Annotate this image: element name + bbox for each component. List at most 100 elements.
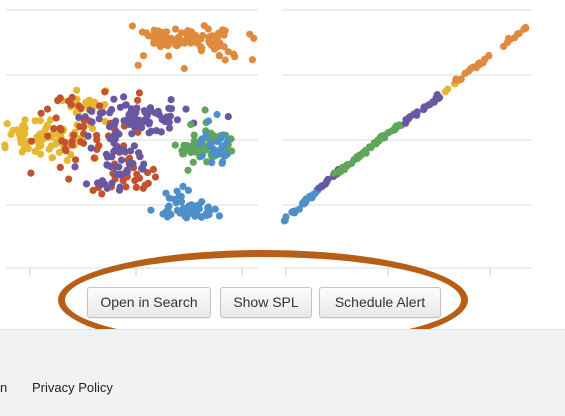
scatter-point-yellow — [36, 150, 45, 158]
diagonal-point — [367, 144, 375, 152]
scatter-point-purple — [110, 139, 118, 147]
scatter-point-purple — [108, 179, 116, 187]
scatter-point-red — [93, 145, 101, 153]
scatter-point-green — [187, 120, 195, 129]
scatter-point-purple — [82, 180, 91, 188]
scatter-point-green — [198, 147, 206, 155]
diagonal-point — [505, 36, 513, 44]
scatter-point-red — [27, 169, 35, 177]
scatter-point-orange — [156, 43, 165, 51]
scatter-point-purple — [102, 150, 110, 158]
footer-link-partial[interactable]: n — [0, 380, 8, 395]
scatter-point-blue — [196, 140, 204, 148]
scatter-point-purple — [84, 132, 92, 140]
scatter-point-yellow — [17, 139, 25, 147]
scatter-point-orange — [205, 33, 213, 41]
diagonal-point — [377, 135, 385, 143]
scatter-point-green — [183, 141, 191, 150]
scatter-point-purple — [135, 149, 143, 157]
diagonal-point — [395, 121, 403, 129]
scatter-point-purple — [152, 127, 160, 135]
scatter-point-purple — [165, 124, 174, 132]
show-spl-button[interactable]: Show SPL — [220, 287, 312, 318]
scatter-point-purple — [71, 163, 79, 171]
scatter-point-red — [134, 96, 142, 104]
scatter-point-purple — [88, 118, 96, 126]
scatter-point-purple — [107, 163, 115, 171]
scatter-point-red — [68, 93, 76, 101]
scatter-point-orange — [221, 27, 229, 35]
scatter-point-orange — [139, 52, 148, 60]
scatter-point-blue — [217, 135, 225, 143]
scatter-point-purple — [138, 164, 146, 173]
scatter-point-blue — [204, 117, 213, 125]
scatter-point-yellow — [1, 144, 9, 152]
diagonal-point — [476, 60, 484, 68]
scatter-plots — [1, 9, 532, 276]
scatter-point-red — [57, 126, 65, 134]
scatter-point-purple — [96, 109, 104, 117]
scatter-point-purple — [110, 95, 118, 103]
scatter-point-orange — [165, 52, 173, 60]
diagonal-point — [513, 30, 522, 38]
scatter-point-purple — [125, 160, 133, 168]
scatter-point-orange — [206, 39, 214, 47]
scatter-point-purple — [106, 134, 114, 142]
scatter-point-blue — [147, 206, 155, 214]
scatter-point-red — [122, 183, 130, 191]
scatter-point-red — [43, 105, 52, 113]
diagonal-point — [291, 207, 299, 215]
scatter-point-orange — [229, 50, 238, 58]
page-footer: n Privacy Policy — [0, 329, 565, 416]
scatter-point-purple — [87, 144, 95, 152]
scatter-point-red — [28, 137, 36, 145]
scatter-point-red — [149, 165, 157, 173]
scatter-point-blue — [202, 209, 210, 218]
scatter-point-blue — [173, 206, 181, 214]
privacy-policy-link[interactable]: Privacy Policy — [32, 380, 113, 395]
scatter-point-purple — [115, 163, 123, 171]
scatter-point-purple — [111, 146, 119, 154]
scatter-point-purple — [112, 117, 120, 125]
scatter-point-blue — [211, 205, 219, 213]
scatter-point-yellow — [63, 156, 71, 165]
open-in-search-button[interactable]: Open in Search — [87, 287, 211, 318]
scatter-point-yellow — [3, 120, 11, 128]
diagonal-point — [323, 177, 331, 186]
scatter-point-purple — [182, 105, 190, 113]
scatter-point-blue — [164, 203, 172, 211]
scatter-point-yellow — [73, 86, 81, 94]
scatter-point-blue — [198, 198, 206, 206]
scatter-point-green — [189, 158, 197, 166]
scatter-point-yellow — [35, 139, 43, 147]
scatter-point-purple — [165, 118, 173, 126]
scatter-point-purple — [75, 113, 83, 122]
scatter-point-yellow — [46, 116, 55, 124]
scatter-point-blue — [198, 152, 206, 160]
scatter-point-yellow — [31, 117, 39, 125]
scatter-point-orange — [171, 41, 179, 49]
scatter-point-orange — [214, 43, 222, 51]
scatter-point-orange — [248, 56, 256, 64]
scatter-point-purple — [146, 104, 154, 112]
scatter-point-purple — [125, 120, 133, 128]
diagonal-point — [343, 160, 351, 169]
scatter-point-blue — [208, 144, 216, 152]
scatter-point-purple — [127, 147, 135, 155]
scatter-point-yellow — [43, 121, 51, 129]
scatter-point-red — [93, 136, 101, 144]
scatter-point-blue — [218, 145, 226, 153]
scatter-point-red — [70, 131, 78, 139]
scatter-point-green — [201, 106, 209, 114]
scatter-point-purple — [117, 156, 126, 164]
scatter-point-yellow — [33, 133, 41, 141]
scatter-point-yellow — [48, 154, 56, 162]
scatter-point-red — [101, 88, 109, 96]
scatter-point-yellow — [67, 151, 75, 159]
diagonal-point — [420, 104, 428, 112]
scatter-point-orange — [204, 25, 212, 33]
scatter-point-orange — [166, 37, 174, 46]
schedule-alert-button[interactable]: Schedule Alert — [319, 287, 441, 318]
scatter-point-orange — [180, 64, 188, 73]
scatter-point-purple — [140, 107, 148, 115]
